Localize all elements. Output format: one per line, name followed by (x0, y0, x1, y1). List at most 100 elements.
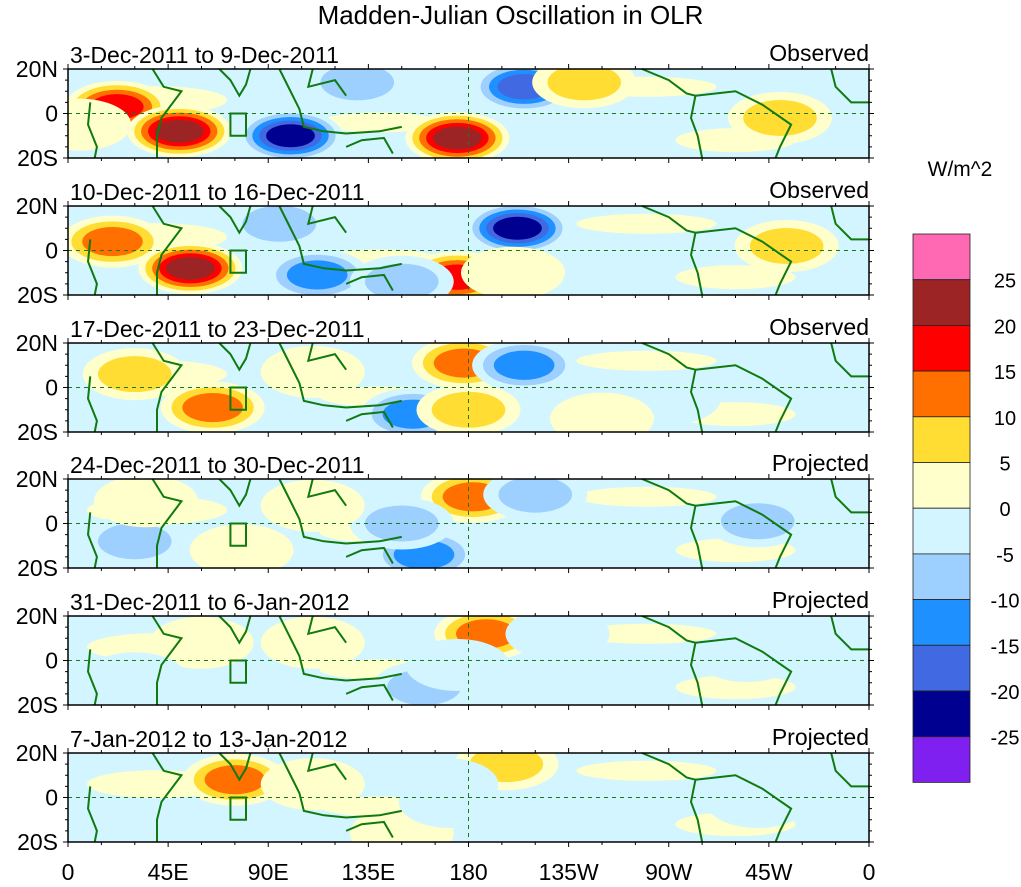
contour-level (166, 256, 215, 280)
panel-date-range: 24-Dec-2011 to 30-Dec-2011 (70, 452, 365, 478)
coastline (151, 752, 184, 842)
coastline (87, 376, 98, 433)
y-tick-label: 0 (45, 648, 58, 674)
anomaly-blob (182, 753, 287, 806)
anomaly-blob (305, 69, 410, 109)
coastline (345, 273, 394, 292)
coastline (695, 637, 793, 706)
colorbar: W/m^2 25 20 15 10 5 0 -5 -10 -15 -20 -25 (912, 158, 1020, 783)
coastline (689, 505, 704, 569)
panel-date-range: 7-Jan-2012 to 13-Jan-2012 (70, 726, 347, 752)
coastline (830, 478, 869, 514)
colorbar-label: -10 (991, 591, 1020, 613)
coastline (278, 68, 402, 135)
colorbar-segment (912, 370, 971, 418)
x-tick-label: 135E (342, 859, 396, 885)
coastline (151, 68, 184, 158)
contour-level (461, 246, 565, 295)
anomaly-blob (461, 246, 565, 295)
panel-date-range: 17-Dec-2011 to 23-Dec-2011 (70, 316, 365, 342)
x-tick-label: 90E (248, 859, 289, 885)
x-tick-label: 0 (863, 859, 876, 885)
contour-level (242, 206, 317, 242)
contour-level (286, 260, 348, 290)
coastline (345, 683, 394, 702)
colorbar-label: 10 (994, 408, 1016, 430)
anomaly-blob (265, 248, 370, 295)
panel-1: 20N 0 20S 3-Dec-2011 to 9-Dec-2011 Observed (16, 40, 874, 171)
coastline (306, 478, 347, 507)
x-tick-label: 45E (148, 859, 189, 885)
region-box (229, 112, 248, 137)
contour-level (182, 392, 243, 423)
contour-level (572, 237, 677, 290)
contour-level (550, 392, 654, 432)
coastline (345, 136, 394, 155)
anomaly-blob (572, 237, 677, 290)
colorbar-segment (912, 462, 971, 509)
contour-level (705, 775, 810, 828)
coastline (278, 752, 402, 819)
coastlines (87, 478, 869, 569)
anomaly-field (68, 479, 869, 568)
contour-level (364, 505, 439, 542)
coastline (306, 205, 347, 234)
colorbar-label: -5 (996, 545, 1014, 567)
contour-level (97, 356, 172, 393)
anomaly-blob (405, 111, 510, 158)
contour-level (82, 227, 143, 257)
coastlines (87, 342, 869, 433)
panel-date-range: 10-Dec-2011 to 16-Dec-2011 (70, 179, 365, 205)
colorbar-segment (912, 416, 971, 463)
coastline (278, 478, 402, 545)
contour-level (97, 523, 172, 560)
coastline (689, 642, 704, 706)
colorbar-label: -25 (991, 728, 1020, 750)
x-tick-label: 180 (449, 859, 487, 885)
colorbar-segment (912, 507, 971, 555)
y-tick-label: 0 (45, 785, 58, 811)
y-tick-label: 20S (17, 419, 58, 445)
contour-level (398, 775, 503, 828)
panel-status: Projected (772, 587, 869, 613)
coastline (306, 342, 347, 371)
y-tick-label: 20S (17, 555, 58, 581)
weak-anomaly (319, 112, 440, 133)
y-tick-label: 0 (45, 511, 58, 537)
coastline (641, 342, 696, 371)
contour-level (498, 479, 573, 513)
y-tick-label: 0 (45, 101, 58, 127)
coastline (87, 649, 98, 706)
y-tick-label: 20S (17, 282, 58, 308)
weak-anomaly (576, 623, 717, 644)
y-tick-label: 0 (45, 375, 58, 401)
colorbar-label: 25 (994, 271, 1016, 293)
panel-6: 20N 0 20S 7-Jan-2012 to 13-Jan-2012 Projecte… (16, 724, 874, 855)
panel-2: 20N 0 20S 10-Dec-2011 to 16-Dec-2011 Observe… (16, 177, 874, 308)
anomaly-blob (705, 495, 810, 548)
anomaly-blob (82, 348, 187, 401)
coastline (689, 369, 704, 433)
y-tick-label: 20N (16, 330, 58, 356)
coastline (218, 752, 252, 782)
anomaly-blob (734, 220, 839, 273)
coastline (278, 205, 402, 272)
contour-level (405, 638, 510, 691)
colorbar-label: 15 (994, 362, 1016, 384)
coastlines (87, 615, 869, 706)
contour-level (154, 119, 204, 143)
coastline (695, 90, 793, 159)
contour-level (320, 69, 395, 101)
coastline (87, 102, 98, 159)
anomaly-blob (160, 381, 265, 432)
y-tick-label: 20N (16, 56, 58, 82)
weak-anomaly (576, 486, 717, 507)
panel-date-range: 31-Dec-2011 to 6-Jan-2012 (70, 589, 350, 615)
colorbar-label: 20 (994, 316, 1016, 338)
coastline (689, 779, 704, 843)
coastline (218, 478, 252, 508)
anomaly-blob (505, 616, 610, 660)
coastline (278, 342, 402, 409)
x-tick-label: 45W (745, 859, 793, 885)
